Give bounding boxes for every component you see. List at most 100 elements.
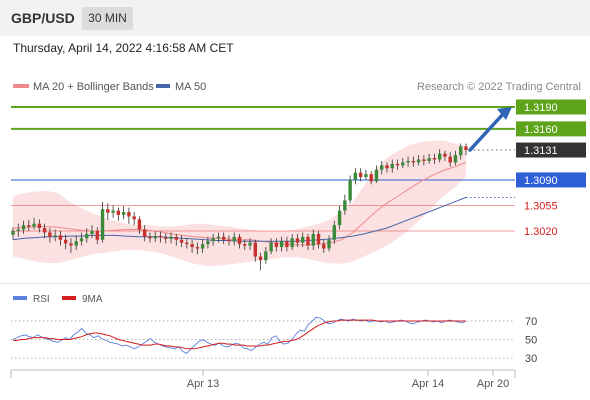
candle-body [380, 165, 384, 170]
candle-body [127, 212, 131, 217]
candle-body [111, 210, 115, 213]
candle [237, 233, 242, 249]
level-label-1.3131: 1.3131 [524, 145, 558, 157]
candle-body [253, 242, 258, 257]
candle-body [85, 233, 89, 239]
candle [227, 235, 231, 246]
candle-body [63, 239, 68, 244]
candle [432, 153, 437, 164]
candle [174, 233, 178, 246]
candle-body [69, 243, 73, 246]
candle [148, 232, 152, 243]
candle-body [364, 174, 368, 178]
candle [380, 160, 384, 175]
candle-body [427, 158, 431, 161]
candle-body [327, 239, 331, 249]
candle [185, 238, 189, 249]
candle-body [158, 236, 163, 238]
rsi-ma-legend-swatch [62, 296, 76, 300]
candle-body [411, 160, 416, 163]
candle-body [316, 233, 321, 245]
candle [248, 238, 252, 250]
candle [169, 232, 173, 244]
rsi-line [12, 316, 467, 354]
candle-body [200, 244, 205, 249]
candle-body [32, 223, 36, 227]
candle [327, 235, 331, 252]
bollinger-band [13, 140, 466, 266]
candle-body [74, 241, 78, 246]
candle-body [16, 229, 20, 231]
candle [243, 239, 247, 250]
rsi-tick-label-70: 70 [525, 316, 537, 328]
candle [411, 156, 416, 167]
candle-body [48, 232, 52, 237]
candle [48, 228, 52, 243]
candle [158, 231, 163, 243]
level-label-1.3160: 1.3160 [524, 124, 558, 136]
candle [358, 168, 363, 182]
candle-body [448, 156, 452, 163]
candle [132, 212, 136, 226]
candle [369, 171, 373, 185]
candle-body [100, 209, 105, 240]
candle-body [79, 238, 84, 242]
level-label-1.3055: 1.3055 [524, 200, 558, 212]
candle-body [53, 235, 57, 237]
candle-body [190, 244, 194, 248]
candle-body [311, 233, 315, 246]
candle-body [58, 235, 63, 240]
candle-body [37, 223, 42, 229]
ma50-legend-swatch [156, 84, 170, 88]
candle-body [343, 200, 347, 211]
candle [311, 229, 315, 250]
candle-body [21, 225, 26, 230]
candle-body [211, 238, 215, 242]
candle [453, 150, 458, 166]
candle-body [464, 146, 468, 151]
candle [422, 155, 426, 166]
level-tag-1.3190 [516, 99, 586, 115]
candle [100, 201, 105, 243]
level-tag-1.3090 [516, 172, 586, 188]
candle-body [95, 231, 99, 240]
candle-body [337, 210, 342, 226]
candle [258, 252, 263, 271]
candle-body [443, 153, 447, 157]
candle [190, 239, 194, 253]
candle [164, 233, 168, 244]
candle-body [459, 146, 463, 156]
candle-body [295, 238, 300, 243]
panel-divider [0, 283, 590, 284]
candle-body [232, 236, 236, 242]
candle-body [348, 179, 352, 201]
candle-body [90, 231, 94, 234]
timeframe-badge[interactable]: 30 MIN [82, 7, 133, 30]
candle-body [306, 236, 310, 246]
ma20-legend-label: MA 20 + Bollinger Bands [33, 81, 154, 93]
candle-body [353, 172, 358, 180]
candle [111, 205, 115, 218]
candle-body [416, 159, 421, 163]
candle [401, 158, 405, 169]
candle-body [422, 159, 426, 161]
candle [27, 220, 31, 231]
candle-body [27, 225, 31, 227]
candle [206, 236, 210, 249]
candle [437, 149, 442, 163]
candle-body [237, 236, 242, 245]
candle-body [179, 239, 184, 243]
candle-body [437, 153, 442, 160]
candle-body [116, 210, 121, 215]
candle-body [274, 242, 279, 248]
candle [443, 150, 447, 161]
candle [285, 236, 289, 252]
candle-body [185, 242, 189, 245]
candle [322, 239, 326, 253]
x-tick-label: Apr 20 [477, 378, 509, 390]
candle [11, 227, 15, 240]
candle [416, 155, 421, 166]
candle-body [332, 225, 337, 240]
candle-body [11, 231, 15, 235]
candle-body [153, 236, 157, 239]
